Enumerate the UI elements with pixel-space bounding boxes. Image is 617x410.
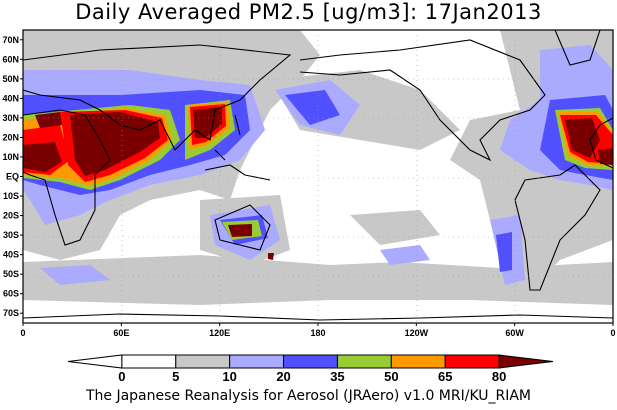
x-tick-label: 0 [610,328,615,338]
y-tick-label: 10N [2,152,19,162]
x-tick-label: 60W [505,328,524,338]
y-tick-label: 60N [2,54,19,64]
eurasia-coastline [23,44,292,151]
colorbar-label: 80 [492,369,506,384]
y-tick-label: 30N [2,113,19,123]
x-tick-label: 120W [405,328,429,338]
y-tick-label: 30S [3,230,19,240]
colorbar-segment [229,354,285,369]
south-america-coastline [514,164,601,291]
colorbar-high-triangle [498,354,554,369]
y-tick-label: 20S [3,211,19,221]
colorbar-label: 20 [276,369,290,384]
colorbar-low-triangle [67,354,123,369]
y-tick-label: EQ [6,172,19,182]
colorbar-segment [121,354,177,369]
x-tick-label: 0 [20,328,25,338]
colorbar-segment [175,354,231,369]
y-tick-label: 60S [3,289,19,299]
x-tick-label: 120E [209,328,230,338]
colorbar-label: 65 [438,369,452,384]
colorbar-segment [390,354,446,369]
y-tick-label: 50N [2,74,19,84]
x-tick-label: 60E [113,328,129,338]
colorbar-label: 5 [172,369,179,384]
west-africa-coastline [589,117,613,169]
gridlines [23,30,613,323]
colorbar-segment [336,354,392,369]
y-tick-label: 10S [3,191,19,201]
colorbar: 0 5 10 20 35 50 65 80 [67,354,554,384]
coastlines [23,30,613,321]
colorbar-segment [283,354,338,369]
y-tick-label: 50S [3,269,19,279]
colorbar-label: 10 [222,369,236,384]
x-axis: 0 60E 120E 180 120W 60W 0 [20,323,616,338]
greenland-coastline [554,30,601,66]
footer-credit: The Japanese Reanalysis for Aerosol (JRA… [85,388,532,404]
x-tick-label: 180 [310,328,325,338]
chart-title: Daily Averaged PM2.5 [ug/m3]: 17Jan2013 [75,0,542,24]
y-tick-label: 70N [2,35,19,45]
y-tick-label: 40S [3,250,19,260]
colorbar-segment [444,354,500,369]
y-axis: 70N 60N 50N 40N 30N 20N 10N EQ 10S 20S 30S 40S 50S 60… [2,35,23,318]
colorbar-label: 35 [330,369,344,384]
colorbar-label: 50 [384,369,398,384]
y-tick-label: 40N [2,93,19,103]
north-america-coastline [299,39,546,162]
antarctica-coastline [23,313,613,321]
colorbar-label: 0 [118,369,125,384]
africa-coastline [23,109,111,246]
y-tick-label: 70S [3,308,19,318]
y-tick-label: 20N [2,132,19,142]
concentration-field [23,30,613,305]
